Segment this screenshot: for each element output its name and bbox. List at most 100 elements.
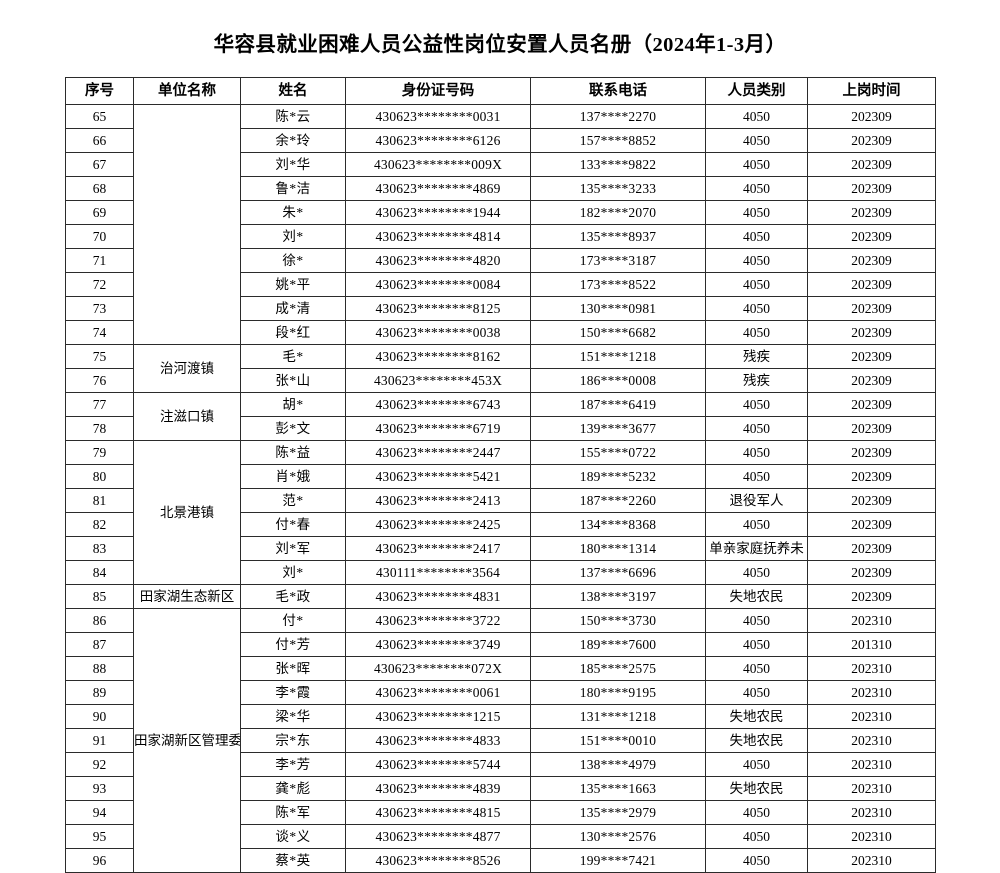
cell-id-number: 430623********2417	[345, 536, 531, 561]
cell-seq: 89	[65, 680, 134, 705]
cell-unit-name: 北景港镇	[133, 440, 241, 585]
cell-seq: 65	[65, 104, 134, 129]
cell-id-number: 430623********0084	[345, 272, 531, 297]
cell-start-date: 202310	[807, 656, 936, 681]
cell-category: 4050	[705, 152, 808, 177]
cell-start-date: 202309	[807, 536, 936, 561]
cell-name: 陈*军	[240, 800, 346, 825]
cell-category: 失地农民	[705, 704, 808, 729]
cell-start-date: 202309	[807, 464, 936, 489]
cell-id-number: 430623********4814	[345, 224, 531, 249]
cell-name: 蔡*英	[240, 848, 346, 873]
cell-seq: 73	[65, 296, 134, 321]
table-row: 88 张*晖 430623********072X 185****2575 4050 20…	[65, 656, 936, 681]
cell-name: 胡*	[240, 392, 346, 417]
cell-start-date: 202310	[807, 848, 936, 873]
cell-name: 肖*娥	[240, 464, 346, 489]
cell-start-date: 202309	[807, 392, 936, 417]
cell-start-date: 202310	[807, 704, 936, 729]
cell-name: 付*	[240, 608, 346, 633]
cell-id-number: 430623********8125	[345, 296, 531, 321]
cell-name: 徐*	[240, 248, 346, 273]
cell-name: 鲁*洁	[240, 176, 346, 201]
cell-category: 4050	[705, 680, 808, 705]
table-row: 82 付*春 430623********2425 134****8368 4050 20…	[65, 512, 936, 537]
cell-category: 失地农民	[705, 584, 808, 609]
cell-start-date: 202309	[807, 440, 936, 465]
page-title: 华容县就业困难人员公益性岗位安置人员名册（2024年1-3月）	[213, 34, 787, 56]
cell-id-number: 430623********6126	[345, 128, 531, 153]
cell-start-date: 201310	[807, 632, 936, 657]
cell-id-number: 430623********4839	[345, 776, 531, 801]
cell-category: 4050	[705, 800, 808, 825]
cell-seq: 79	[65, 440, 134, 465]
table-row: 79 北景港镇 陈*益 430623********2447 155****0722 40…	[65, 440, 936, 585]
cell-seq: 71	[65, 248, 134, 273]
cell-category: 残疾	[705, 368, 808, 393]
cell-seq: 86	[65, 608, 134, 633]
cell-phone: 151****1218	[530, 344, 706, 369]
cell-category: 4050	[705, 104, 808, 129]
table-row: 65 陈*云 430623********0031 137****2270 4050 20…	[65, 104, 936, 345]
table-header: 序号 单位名称 姓名 身份证号码 联系电话 人员类别 上岗时间	[65, 77, 936, 105]
cell-category: 4050	[705, 200, 808, 225]
cell-id-number: 430623********8526	[345, 848, 531, 873]
cell-phone: 173****3187	[530, 248, 706, 273]
cell-phone: 137****2270	[530, 104, 706, 129]
cell-id-number: 430623********4820	[345, 248, 531, 273]
cell-start-date: 202309	[807, 272, 936, 297]
cell-seq: 75	[65, 344, 134, 369]
cell-start-date: 202309	[807, 416, 936, 441]
cell-phone: 189****7600	[530, 632, 706, 657]
cell-phone: 186****0008	[530, 368, 706, 393]
cell-seq: 74	[65, 320, 134, 345]
cell-name: 刘*	[240, 224, 346, 249]
table-row: 80 肖*娥 430623********5421 189****5232 4050 20…	[65, 464, 936, 489]
cell-phone: 134****8368	[530, 512, 706, 537]
cell-seq: 96	[65, 848, 134, 873]
roster-table: 序号 单位名称 姓名 身份证号码 联系电话 人员类别 上岗时间 65 陈*云 430…	[65, 77, 936, 873]
cell-seq: 69	[65, 200, 134, 225]
cell-start-date: 202310	[807, 752, 936, 777]
cell-start-date: 202309	[807, 200, 936, 225]
table-body: 65 陈*云 430623********0031 137****2270 4050 20…	[65, 104, 936, 873]
cell-phone: 150****6682	[530, 320, 706, 345]
cell-start-date: 202309	[807, 560, 936, 585]
cell-seq: 67	[65, 152, 134, 177]
cell-seq: 90	[65, 704, 134, 729]
cell-phone: 187****6419	[530, 392, 706, 417]
cell-id-number: 430623********0038	[345, 320, 531, 345]
table-row: 72 姚*平 430623********0084 173****8522 4050 20…	[65, 272, 936, 297]
cell-name: 毛*	[240, 344, 346, 369]
cell-id-number: 430623********6719	[345, 416, 531, 441]
column-header-id: 身份证号码	[345, 77, 531, 105]
cell-id-number: 430623********009X	[345, 152, 531, 177]
cell-phone: 155****0722	[530, 440, 706, 465]
table-row: 81 范* 430623********2413 187****2260 退役军人 202…	[65, 488, 936, 513]
table-row: 70 刘* 430623********4814 135****8937 4050 202…	[65, 224, 936, 249]
cell-seq: 72	[65, 272, 134, 297]
cell-seq: 83	[65, 536, 134, 561]
cell-seq: 78	[65, 416, 134, 441]
cell-id-number: 430623********1944	[345, 200, 531, 225]
table-row: 74 段*红 430623********0038 150****6682 4050 20…	[65, 320, 936, 345]
cell-phone: 180****1314	[530, 536, 706, 561]
column-header-category: 人员类别	[705, 77, 808, 105]
cell-id-number: 430623********1215	[345, 704, 531, 729]
cell-seq: 81	[65, 488, 134, 513]
column-header-seq: 序号	[65, 77, 134, 105]
cell-id-number: 430623********4877	[345, 824, 531, 849]
cell-phone: 157****8852	[530, 128, 706, 153]
cell-unit-name: 田家湖新区管理委员会	[133, 608, 241, 873]
cell-category: 4050	[705, 224, 808, 249]
cell-phone: 139****3677	[530, 416, 706, 441]
table-row: 69 朱* 430623********1944 182****2070 4050 202…	[65, 200, 936, 225]
cell-name: 付*芳	[240, 632, 346, 657]
cell-name: 毛*政	[240, 584, 346, 609]
cell-start-date: 202310	[807, 776, 936, 801]
cell-seq: 94	[65, 800, 134, 825]
table-row: 77 注滋口镇 胡* 430623********6743 187****6419 405…	[65, 392, 936, 441]
cell-unit-name: 治河渡镇	[133, 344, 241, 393]
cell-name: 成*清	[240, 296, 346, 321]
cell-start-date: 202309	[807, 248, 936, 273]
